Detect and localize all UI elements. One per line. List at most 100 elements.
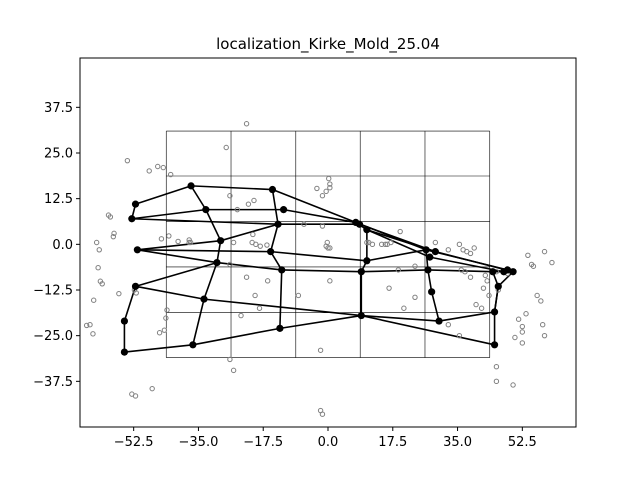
scatter-point <box>155 163 161 170</box>
scatter-point <box>230 239 237 246</box>
network-edge <box>137 249 271 253</box>
scatter-point <box>549 259 555 266</box>
network-node <box>500 268 508 276</box>
network-edges <box>123 185 514 353</box>
scatter-point <box>230 367 237 374</box>
network-node <box>276 324 284 332</box>
scatter-point <box>317 347 324 353</box>
scatter-point <box>319 193 326 199</box>
network-edge <box>192 298 205 345</box>
network-edge <box>366 228 431 258</box>
scatter-point <box>158 236 165 242</box>
scatter-point <box>319 411 326 417</box>
scatter-point <box>412 263 418 269</box>
network-edge <box>271 189 279 225</box>
network-edge <box>430 291 440 322</box>
network-node <box>279 206 288 214</box>
network-node <box>217 237 225 245</box>
scatter-point <box>251 197 257 204</box>
scatter-point <box>295 292 302 299</box>
network-node <box>489 268 497 276</box>
network-node <box>267 248 275 256</box>
network-edge <box>216 261 282 271</box>
scatter-point <box>515 316 522 322</box>
network-edge <box>135 185 192 205</box>
network-node <box>200 295 208 303</box>
scatter-point <box>473 301 479 308</box>
network-edge <box>123 286 137 322</box>
network-node <box>131 200 140 208</box>
scatter-point <box>395 267 402 273</box>
scatter-point <box>227 261 233 268</box>
scatter-point <box>319 223 326 229</box>
network-edge <box>279 269 283 329</box>
scatter-point <box>264 278 271 284</box>
network-node <box>490 341 499 349</box>
scatter-point <box>227 356 233 363</box>
network-node <box>431 248 439 256</box>
scatter-point <box>493 364 500 370</box>
scatter-point <box>257 243 263 249</box>
network-node <box>363 257 371 265</box>
scatter-point <box>397 228 403 235</box>
network-edge <box>205 209 222 242</box>
x-tick-label: −35.0 <box>179 435 219 450</box>
scatter-point <box>327 245 333 251</box>
scatter-point <box>456 241 463 248</box>
network-nodes <box>120 182 517 356</box>
network-node <box>133 246 141 254</box>
y-axis-ticks: 37.5 25.0 12.5 0.0 −12.5 −25.0 −37.5 <box>33 101 80 390</box>
scatter-point <box>386 285 392 291</box>
scatter-point <box>99 281 105 287</box>
scatter-point <box>245 201 252 207</box>
scatter-point <box>163 315 169 321</box>
scatter-point <box>480 285 487 291</box>
scatter-point <box>90 297 97 303</box>
scatter-point <box>323 188 329 195</box>
scatter-point <box>467 250 474 257</box>
chart-title: localization_Kirke_Mold_25.04 <box>216 35 440 54</box>
network-edge <box>192 327 281 346</box>
scatter-point <box>519 329 526 335</box>
network-node <box>363 226 371 234</box>
y-tick-label: −25.0 <box>33 329 73 344</box>
network-edge <box>361 314 495 346</box>
x-tick-label: 35.0 <box>443 435 472 450</box>
scatter-point <box>227 193 233 199</box>
network-edge <box>427 269 493 273</box>
network-edge <box>124 344 193 353</box>
scatter-point <box>256 305 263 311</box>
scatter-point <box>124 157 131 164</box>
network-edge <box>203 298 362 317</box>
scatter-point <box>534 292 540 299</box>
network-node <box>357 268 365 276</box>
scatter-point <box>314 185 320 192</box>
network-node <box>424 266 432 274</box>
network-edge <box>269 224 279 252</box>
network-node <box>187 182 195 190</box>
network-node <box>120 348 129 356</box>
scatter-point <box>541 248 548 255</box>
scatter-point <box>87 322 93 328</box>
network-node <box>189 341 197 349</box>
plot-frame <box>79 57 577 428</box>
scatter-point <box>467 274 474 280</box>
scatter-point <box>432 239 439 246</box>
scatter-point <box>401 305 407 311</box>
network-node <box>120 317 129 325</box>
network-node <box>357 311 365 320</box>
scatter-point <box>325 245 331 251</box>
scatter-point <box>133 290 139 296</box>
scatter-point <box>175 238 181 245</box>
network-node <box>422 246 430 254</box>
x-tick-label: 52.5 <box>508 435 537 450</box>
y-tick-label: 0.0 <box>52 238 73 253</box>
scatter-point <box>445 322 451 328</box>
network-node <box>435 317 443 325</box>
scatter-points <box>83 121 555 417</box>
network-edge <box>270 250 367 262</box>
scatter-point <box>146 168 152 174</box>
scatter-point <box>445 247 451 253</box>
network-node <box>213 258 221 267</box>
